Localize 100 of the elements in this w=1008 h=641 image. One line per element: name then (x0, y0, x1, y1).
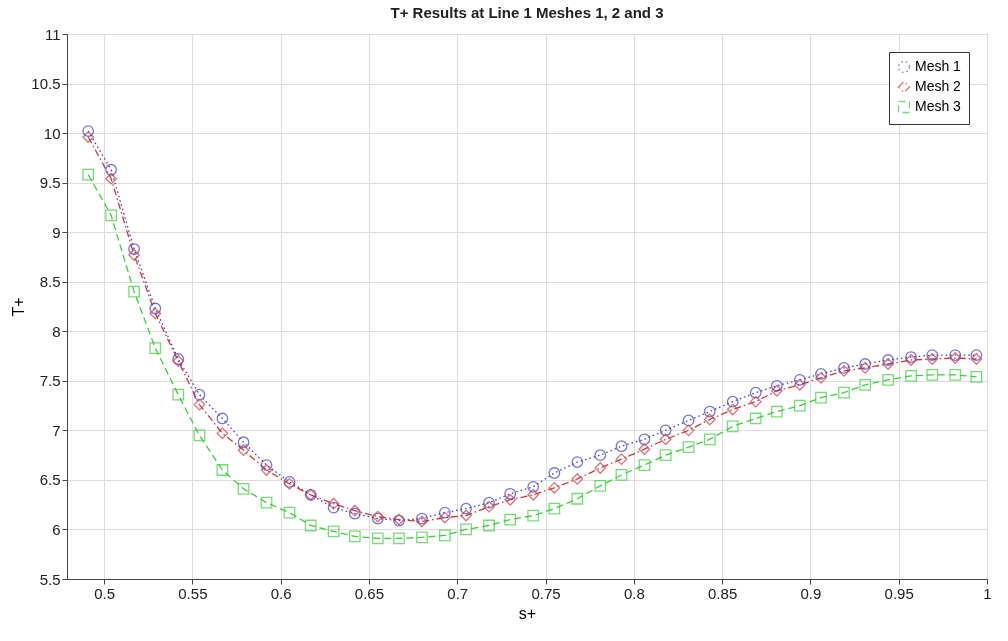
point (237, 436, 250, 449)
point (859, 378, 872, 391)
point (82, 168, 95, 181)
point (527, 509, 540, 522)
point (793, 373, 806, 386)
point (128, 249, 140, 261)
point (216, 427, 229, 440)
point (216, 412, 229, 425)
point (105, 163, 118, 176)
y-tick-label: 9.5 (39, 174, 61, 192)
x-tick-label: 0.95 (884, 584, 914, 602)
x-tick-label: 0.75 (531, 584, 561, 602)
point (703, 433, 716, 446)
y-tick-label: 8.5 (39, 273, 61, 291)
x-tick-label: 0.6 (270, 584, 292, 602)
point (949, 368, 962, 381)
point (504, 487, 517, 500)
point (838, 386, 850, 399)
point (260, 464, 273, 476)
point (726, 420, 739, 433)
point (483, 500, 495, 513)
x-tick-label: 0.5 (94, 584, 116, 602)
point (260, 496, 273, 509)
point (571, 473, 584, 485)
x-tick-label: 0.85 (708, 584, 738, 602)
point (659, 424, 672, 437)
point (438, 511, 451, 524)
y-tick-label: 10.5 (31, 75, 61, 93)
point (638, 443, 651, 456)
y-tick-label: 6 (52, 520, 61, 538)
point (682, 441, 695, 454)
point (216, 464, 229, 476)
point (327, 501, 340, 514)
point (571, 456, 584, 468)
point (237, 482, 250, 495)
point (193, 398, 206, 411)
point (483, 496, 495, 509)
point (327, 497, 340, 510)
x-axis-title: s+ (518, 604, 537, 622)
point (82, 131, 95, 143)
y-axis-title: T+ (10, 297, 28, 317)
point (770, 379, 783, 392)
point (726, 395, 739, 408)
legend-label: Mesh 1 (915, 58, 962, 74)
point (703, 405, 716, 418)
y-tick-label: 8 (52, 322, 61, 340)
point (615, 440, 628, 453)
point (504, 513, 517, 526)
point (393, 532, 405, 545)
point (970, 353, 983, 365)
point (726, 403, 739, 416)
point (149, 302, 162, 315)
point (260, 459, 273, 471)
point (859, 362, 872, 374)
point (527, 480, 540, 493)
point (859, 358, 872, 370)
x-tick-label: 0.8 (623, 584, 645, 602)
point (815, 368, 827, 380)
point (504, 493, 517, 506)
point (548, 502, 561, 515)
point (749, 386, 762, 399)
point (659, 433, 672, 446)
y-tick-label: 7.5 (39, 372, 61, 390)
legend-label: Mesh 2 (915, 78, 962, 94)
y-tick-label: 6.5 (39, 471, 61, 489)
point (793, 399, 806, 412)
y-tick-label: 10 (43, 124, 61, 142)
point (283, 506, 296, 519)
point (682, 424, 695, 437)
point (460, 523, 472, 536)
point (793, 378, 806, 391)
x-tick-label: 0.9 (800, 584, 822, 602)
point (348, 530, 361, 543)
point (371, 532, 384, 545)
point (594, 449, 607, 462)
point (970, 370, 983, 383)
point (770, 384, 783, 397)
point (882, 373, 895, 386)
point (749, 412, 762, 425)
x-tick-label: 0.55 (178, 584, 208, 602)
point (193, 429, 206, 442)
point (638, 433, 651, 446)
point (926, 349, 939, 361)
point (304, 519, 317, 532)
point (460, 509, 472, 522)
x-tick-label: 0.65 (354, 584, 385, 602)
point (149, 307, 162, 320)
y-tick-label: 5.5 (39, 570, 61, 588)
point (237, 444, 250, 457)
point (105, 209, 118, 222)
point (105, 172, 118, 185)
point (128, 285, 140, 298)
x-tick-label: 0.7 (447, 584, 469, 602)
point (416, 531, 428, 544)
point (970, 349, 983, 361)
legend-label: Mesh 3 (915, 98, 962, 114)
x-tick-label: 1 (983, 584, 992, 602)
chart-title: T+ Results at Line 1 Meshes 1, 2 and 3 (390, 4, 664, 21)
point (905, 369, 917, 382)
point (703, 413, 716, 426)
